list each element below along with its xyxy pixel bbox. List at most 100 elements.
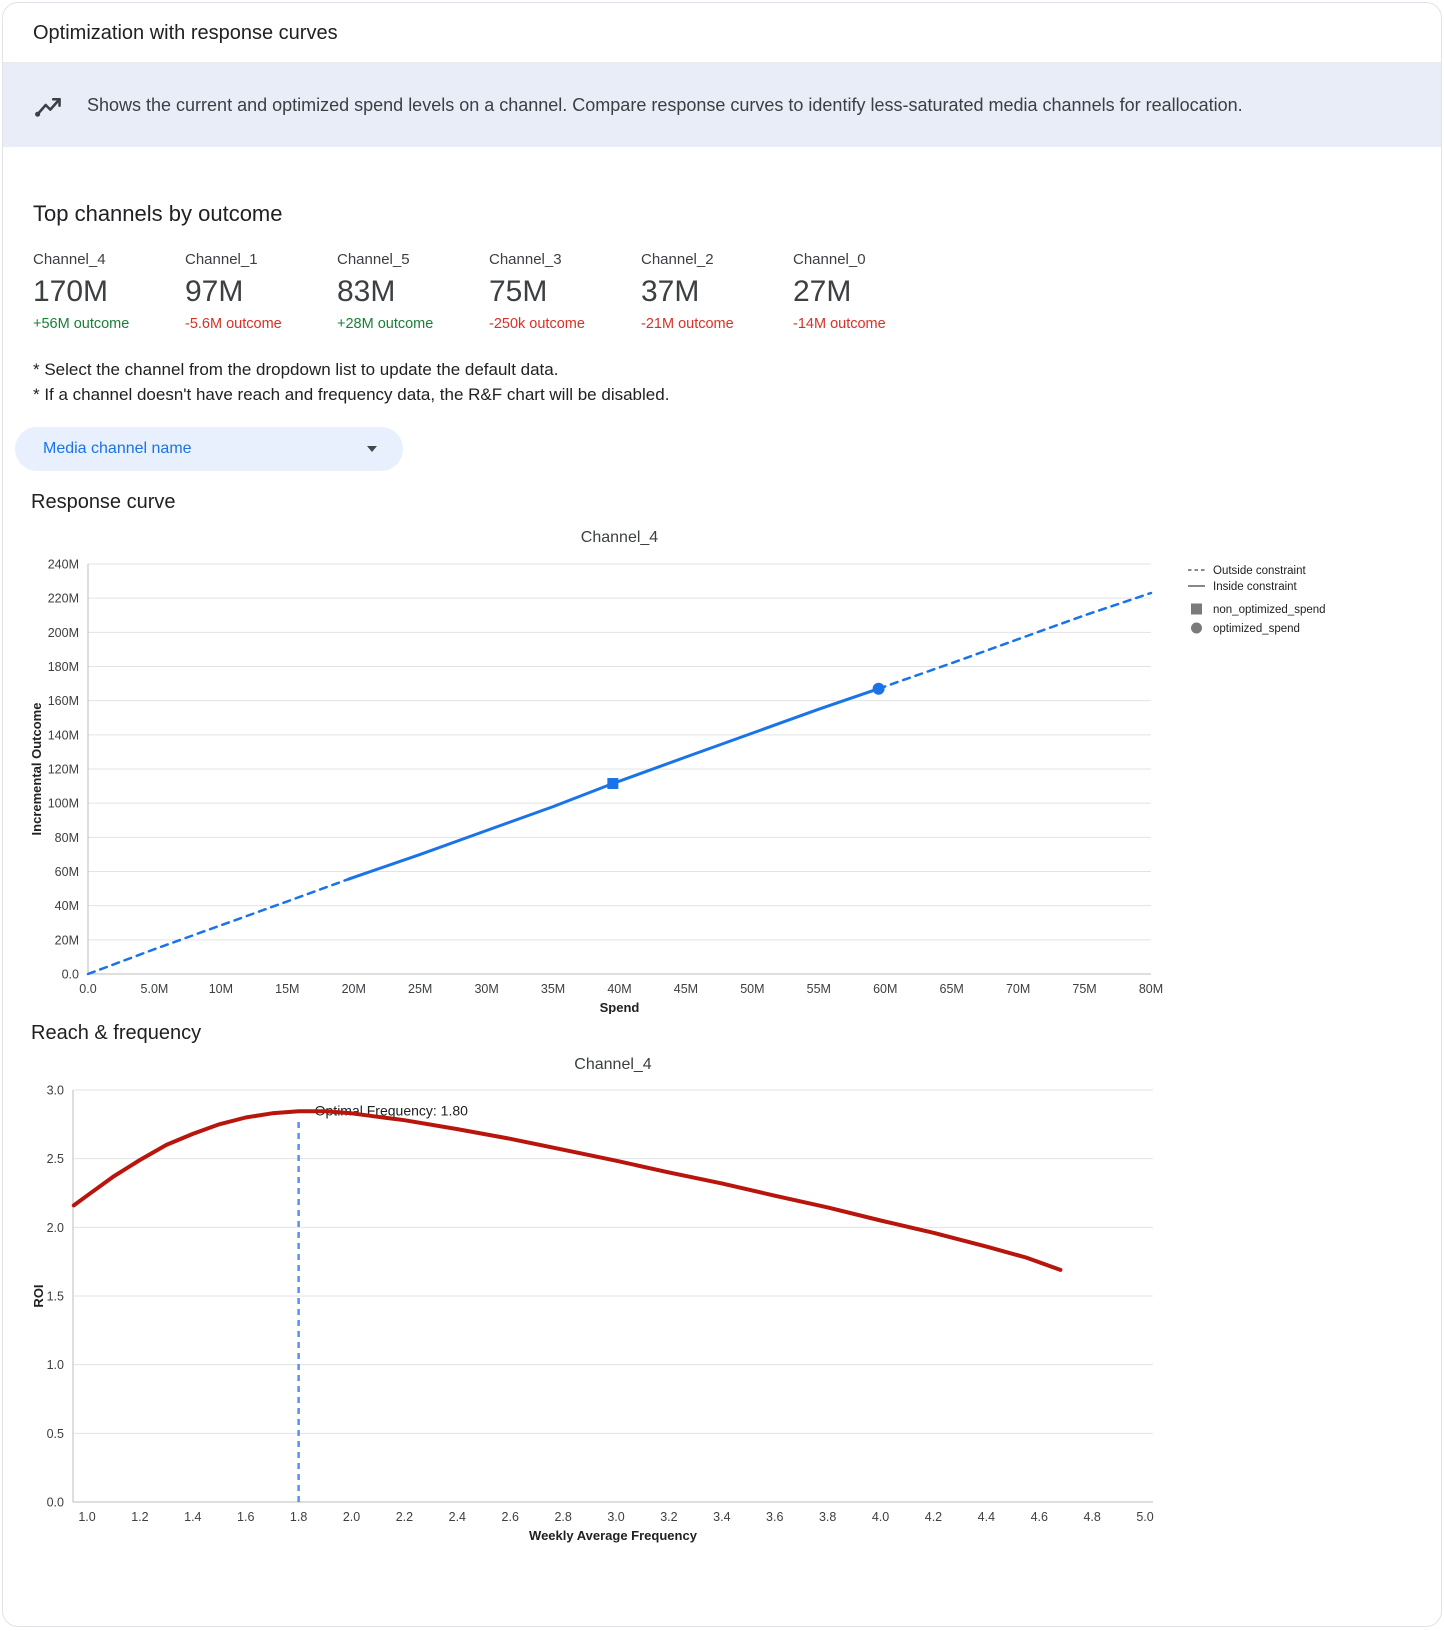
footnote-dropdown: * Select the channel from the dropdown l…	[33, 360, 559, 379]
channel-name: Channel_0	[793, 251, 866, 268]
footnotes: * Select the channel from the dropdown l…	[33, 358, 1441, 407]
svg-text:80M: 80M	[1139, 982, 1163, 996]
svg-text:60M: 60M	[55, 865, 79, 879]
svg-text:160M: 160M	[48, 694, 79, 708]
svg-text:Channel_4: Channel_4	[581, 529, 659, 546]
svg-text:140M: 140M	[48, 729, 79, 743]
svg-text:3.6: 3.6	[766, 1510, 783, 1524]
channel-outcome-value: 170M	[33, 275, 109, 308]
svg-text:65M: 65M	[940, 982, 964, 996]
svg-text:4.0: 4.0	[872, 1510, 889, 1524]
svg-text:45M: 45M	[674, 982, 698, 996]
svg-text:40M: 40M	[607, 982, 631, 996]
media-channel-dropdown[interactable]: Media channel name	[15, 427, 403, 472]
info-banner: Shows the current and optimized spend le…	[3, 63, 1441, 147]
svg-text:1.6: 1.6	[237, 1510, 254, 1524]
svg-text:1.5: 1.5	[47, 1290, 64, 1304]
svg-text:4.2: 4.2	[925, 1510, 942, 1524]
channel-card: Channel_2 37M -21M outcome	[641, 251, 793, 332]
svg-text:5.0: 5.0	[1136, 1510, 1153, 1524]
channel-card: Channel_5 83M +28M outcome	[337, 251, 489, 332]
channel-outcome-delta: -14M outcome	[793, 316, 886, 332]
svg-text:180M: 180M	[48, 660, 79, 674]
svg-text:Channel_4: Channel_4	[574, 1056, 652, 1073]
channel-name: Channel_3	[489, 251, 562, 268]
svg-text:25M: 25M	[408, 982, 432, 996]
svg-text:4.4: 4.4	[978, 1510, 995, 1524]
insights-icon	[33, 91, 63, 119]
svg-text:1.0: 1.0	[47, 1358, 64, 1372]
svg-text:1.8: 1.8	[290, 1510, 307, 1524]
channels-row: Channel_4 170M +56M outcome Channel_1 97…	[33, 251, 1441, 332]
svg-text:10M: 10M	[209, 982, 233, 996]
svg-text:60M: 60M	[873, 982, 897, 996]
svg-text:3.0: 3.0	[607, 1510, 624, 1524]
chevron-down-icon	[367, 446, 377, 453]
svg-text:0.0: 0.0	[47, 1496, 64, 1510]
svg-text:120M: 120M	[48, 763, 79, 777]
reach-frequency-heading: Reach & frequency	[31, 1022, 202, 1045]
channel-outcome-delta: -21M outcome	[641, 316, 734, 332]
svg-text:Inside constraint: Inside constraint	[1213, 581, 1298, 593]
svg-text:50M: 50M	[740, 982, 764, 996]
svg-text:Spend: Spend	[600, 1000, 640, 1014]
reach-frequency-chart: 0.0 0.5 1.0 1.5 2.0 2.5 3.0 1.0 1.2 1.4 1.6 1.8 2.0 2…	[31, 1056, 1154, 1543]
svg-text:200M: 200M	[48, 626, 79, 640]
svg-text:2.6: 2.6	[502, 1510, 519, 1524]
svg-text:3.0: 3.0	[47, 1084, 64, 1098]
channel-name: Channel_5	[337, 251, 410, 268]
svg-text:5.0M: 5.0M	[141, 982, 169, 996]
response-curve-heading: Response curve	[31, 491, 176, 514]
svg-text:20M: 20M	[55, 934, 79, 948]
svg-text:40M: 40M	[55, 899, 79, 913]
svg-text:2.0: 2.0	[343, 1510, 360, 1524]
svg-text:Weekly Average Frequency: Weekly Average Frequency	[529, 1528, 698, 1543]
footnote-rf: * If a channel doesn't have reach and fr…	[33, 384, 670, 404]
svg-text:80M: 80M	[55, 831, 79, 845]
channel-name: Channel_2	[641, 251, 714, 268]
channel-outcome-value: 37M	[641, 275, 700, 308]
svg-text:ROI: ROI	[31, 1285, 46, 1308]
svg-text:3.4: 3.4	[713, 1510, 730, 1524]
channel-outcome-delta: +56M outcome	[33, 316, 130, 332]
svg-text:1.2: 1.2	[131, 1510, 148, 1524]
svg-text:2.2: 2.2	[396, 1510, 413, 1524]
svg-text:20M: 20M	[342, 982, 366, 996]
channel-card: Channel_0 27M -14M outcome	[793, 251, 945, 332]
channel-card: Channel_4 170M +56M outcome	[33, 251, 185, 332]
svg-text:30M: 30M	[474, 982, 498, 996]
svg-text:70M: 70M	[1006, 982, 1030, 996]
svg-text:0.5: 0.5	[47, 1427, 64, 1441]
svg-text:Outside constraint: Outside constraint	[1213, 565, 1306, 577]
svg-text:15M: 15M	[275, 982, 299, 996]
channel-outcome-value: 75M	[489, 275, 548, 308]
svg-text:220M: 220M	[48, 592, 79, 606]
svg-text:3.8: 3.8	[819, 1510, 836, 1524]
svg-text:3.2: 3.2	[660, 1510, 677, 1524]
bottom-padding	[3, 1552, 1441, 1622]
svg-text:100M: 100M	[48, 797, 79, 811]
svg-text:1.0: 1.0	[78, 1510, 95, 1524]
top-channels-heading: Top channels by outcome	[33, 201, 283, 226]
svg-text:1.4: 1.4	[184, 1510, 201, 1524]
channel-outcome-value: 83M	[337, 275, 396, 308]
svg-text:2.0: 2.0	[47, 1221, 64, 1235]
card-header: Optimization with response curves	[3, 3, 1441, 63]
svg-text:0.0: 0.0	[79, 982, 96, 996]
svg-text:2.8: 2.8	[554, 1510, 571, 1524]
svg-text:0.0: 0.0	[62, 968, 79, 982]
channel-outcome-delta: -5.6M outcome	[185, 316, 282, 332]
svg-text:4.6: 4.6	[1031, 1510, 1048, 1524]
channel-card: Channel_3 75M -250k outcome	[489, 251, 641, 332]
svg-text:2.4: 2.4	[449, 1510, 466, 1524]
svg-text:4.8: 4.8	[1083, 1510, 1100, 1524]
page-title: Optimization with response curves	[33, 22, 338, 44]
channel-outcome-delta: +28M outcome	[337, 316, 434, 332]
svg-text:75M: 75M	[1072, 982, 1096, 996]
svg-text:non_optimized_spend: non_optimized_spend	[1213, 604, 1326, 616]
svg-text:Incremental Outcome: Incremental Outcome	[29, 703, 44, 836]
svg-text:35M: 35M	[541, 982, 565, 996]
svg-text:240M: 240M	[48, 558, 79, 572]
banner-text: Shows the current and optimized spend le…	[87, 94, 1243, 115]
